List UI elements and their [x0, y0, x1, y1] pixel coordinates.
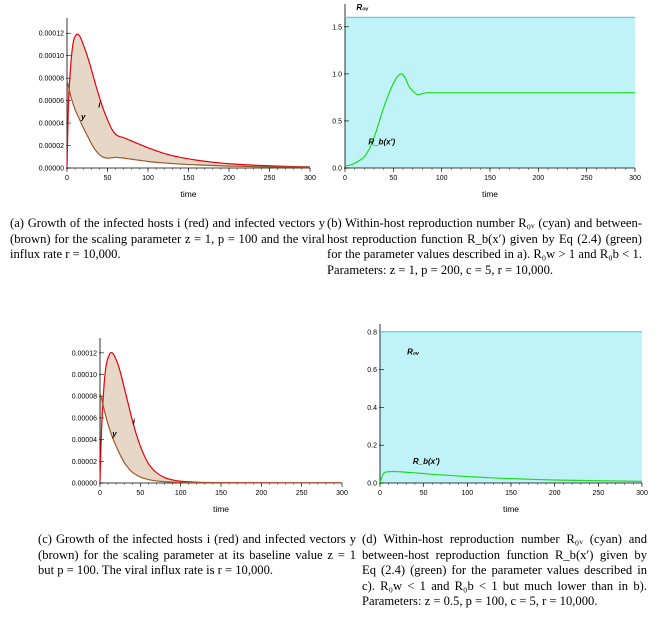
y-tick-label: 0.00004 [39, 121, 64, 128]
x-tick-label: 300 [304, 175, 316, 182]
series-line-Rb [379, 470, 643, 484]
x-tick-label: 200 [549, 490, 561, 497]
y-tick-label: 0.00008 [72, 394, 97, 401]
x-tick-label: 0 [378, 490, 382, 497]
x-tick-label: 200 [223, 175, 235, 182]
x-tick-label: 200 [255, 490, 267, 497]
x-tick-label: 100 [461, 490, 473, 497]
y-tick-label: 0.00012 [72, 350, 97, 357]
x-tick-label: 50 [420, 490, 428, 497]
y-tick-label: 0.00010 [39, 53, 64, 60]
y-tick-label: 0.0 [332, 166, 342, 173]
x-tick-label: 200 [532, 175, 544, 182]
x-tick-label: 300 [636, 490, 648, 497]
x-tick-label: 300 [336, 490, 348, 497]
x-tick-label: 0 [343, 175, 347, 182]
label-R0v: R₀ᵥ [407, 347, 420, 356]
y-tick-label: 0.00006 [72, 415, 97, 422]
figure-d: 0 50 100 150 200 250 300 0.0 0.2 0.4 0.6 0.8 time R₀ᵥ… [330, 320, 660, 525]
y-tick-label: 0.00010 [72, 372, 97, 379]
y-tick-label: 0.00006 [39, 98, 64, 105]
caption-c: (c) Growth of the infected hosts i (red)… [38, 532, 356, 577]
label-i: i [98, 100, 101, 109]
x-axis-label: time [482, 189, 498, 199]
x-axis-label: time [213, 504, 229, 514]
y-tick-label: 0.00012 [39, 31, 64, 38]
x-tick-label: 250 [264, 175, 276, 182]
label-R0v: R₀ᵥ [356, 3, 369, 12]
x-tick-label: 300 [629, 175, 641, 182]
series-line-y [66, 80, 311, 168]
y-tick-label: 0.4 [367, 405, 377, 412]
x-axis-label: time [503, 504, 519, 514]
y-tick-label: 0.0 [367, 481, 377, 488]
x-tick-label: 100 [175, 490, 187, 497]
chart-a: 0 50 100 150 200 250 300 0.00000 0.00002 0.00004 0… [39, 18, 316, 199]
x-tick-label: 150 [215, 490, 227, 497]
label-Rb: R_b(x') [413, 457, 440, 466]
series-line-Rb [344, 73, 635, 167]
x-tick-label: 250 [581, 175, 593, 182]
y-tick-label: 1.0 [332, 71, 342, 78]
x-tick-label: 50 [136, 490, 144, 497]
label-i: i [133, 417, 136, 426]
chart-c: 0 50 100 150 200 250 300 0.00000 0.00002 0.00004 0… [72, 338, 348, 514]
x-tick-label: 150 [505, 490, 517, 497]
chart-d: 0 50 100 150 200 250 300 0.0 0.2 0.4 0.6 0.8 time R₀ᵥ… [367, 324, 648, 514]
label-y: y [80, 113, 86, 122]
x-tick-label: 100 [436, 175, 448, 182]
y-tick-label: 0.00000 [72, 481, 97, 488]
band-fill [67, 34, 310, 168]
x-axis-label: time [180, 189, 196, 199]
x-tick-label: 50 [389, 175, 397, 182]
label-y: y [111, 429, 117, 438]
x-tick-label: 100 [142, 175, 154, 182]
y-tick-label: 0.00002 [72, 459, 97, 466]
band-fill [100, 353, 342, 483]
y-tick-label: 0.2 [367, 443, 377, 450]
x-tick-label: 150 [484, 175, 496, 182]
figure-b: 0 50 100 150 200 250 300 0.0 0.5 1.0 1.5 time R₀ᵥ R_b… [330, 0, 660, 210]
caption-b: (b) Within-host reproduction number R₀ᵥ … [327, 216, 642, 277]
figure-a: 0 50 100 150 200 250 300 0.00000 0.00002 0.00004 0… [0, 0, 330, 210]
x-tick-label: 150 [183, 175, 195, 182]
chart-b: 0 50 100 150 200 250 300 0.0 0.5 1.0 1.5 time R₀ᵥ R_b… [332, 3, 641, 199]
x-tick-label: 0 [65, 175, 69, 182]
label-Rb: R_b(x') [368, 137, 395, 146]
y-tick-label: 0.00004 [72, 437, 97, 444]
x-tick-label: 50 [104, 175, 112, 182]
x-tick-label: 250 [296, 490, 308, 497]
series-fill-R0v [380, 331, 642, 483]
series-line-i [66, 33, 311, 168]
y-tick-label: 0.8 [367, 329, 377, 336]
x-tick-label: 0 [98, 490, 102, 497]
y-tick-label: 0.6 [367, 367, 377, 374]
caption-d: (d) Within-host reproduction number R₀ᵥ … [362, 532, 647, 608]
x-tick-label: 250 [592, 490, 604, 497]
series-line-y [99, 392, 342, 484]
caption-a: (a) Growth of the infected hosts i (red)… [10, 216, 325, 261]
y-tick-label: 0.5 [332, 118, 342, 125]
y-tick-label: 0.00008 [39, 76, 64, 83]
y-tick-label: 1.5 [332, 24, 342, 31]
y-tick-label: 0.00000 [39, 166, 64, 173]
y-tick-label: 0.00002 [39, 143, 64, 150]
figure-c: 0 50 100 150 200 250 300 0.00000 0.00002 0.00004 0… [0, 320, 360, 525]
